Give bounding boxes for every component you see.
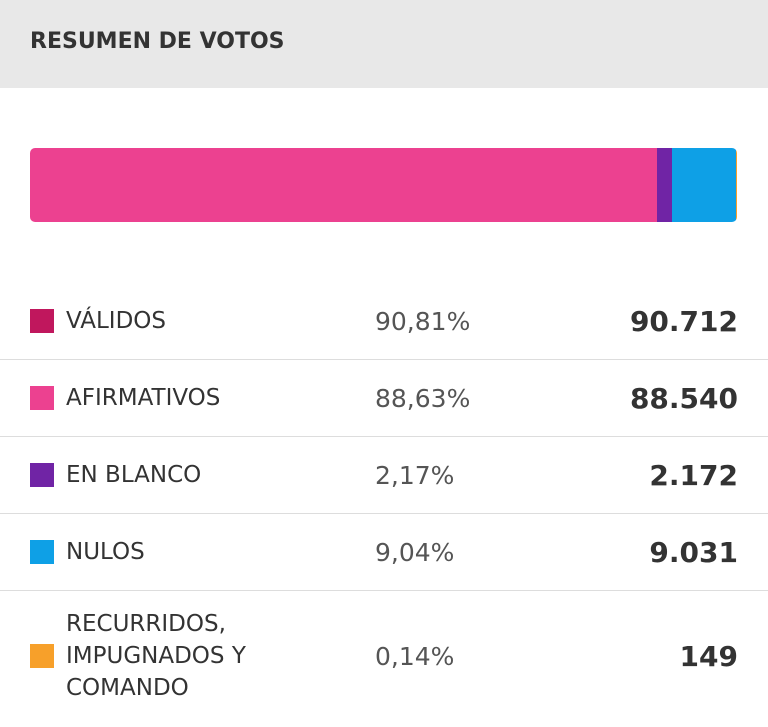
row-count: 2.172 — [649, 458, 738, 492]
legend-swatch — [30, 644, 54, 668]
summary-row: RECURRIDOS, IMPUGNADOS Y COMANDO 0,14% 149 — [0, 591, 768, 721]
row-label: EN BLANCO — [66, 462, 202, 488]
summary-row: EN BLANCO 2,17% 2.172 — [0, 437, 768, 514]
row-count: 88.540 — [629, 381, 738, 415]
row-percent: 9,04% — [375, 537, 455, 567]
bar-segment — [735, 148, 737, 222]
bar-segment — [672, 148, 736, 222]
legend-swatch — [30, 386, 54, 410]
stacked-bar — [30, 148, 737, 222]
row-percent: 0,14% — [375, 641, 455, 671]
summary-row: NULOS 9,04% 9.031 — [0, 514, 768, 591]
row-label: RECURRIDOS, IMPUGNADOS Y COMANDO — [66, 611, 246, 701]
legend-swatch — [30, 309, 54, 333]
legend-swatch — [30, 463, 54, 487]
summary-row: AFIRMATIVOS 88,63% 88.540 — [0, 360, 768, 437]
row-count: 9.031 — [649, 535, 738, 569]
bar-segment — [656, 148, 672, 222]
row-percent: 2,17% — [375, 460, 455, 490]
rows: VÁLIDOS 90,81% 90.712 AFIRMATIVOS 88,63% 88.5… — [0, 283, 768, 721]
row-count: 149 — [679, 639, 738, 673]
row-count: 90.712 — [629, 304, 738, 338]
title: RESUMEN DE VOTOS — [30, 28, 285, 54]
row-label: NULOS — [66, 539, 145, 565]
legend-swatch — [30, 540, 54, 564]
row-percent: 90,81% — [375, 306, 471, 336]
summary-row: VÁLIDOS 90,81% 90.712 — [0, 283, 768, 360]
bar-segment — [30, 148, 657, 222]
row-label: AFIRMATIVOS — [66, 385, 221, 411]
row-label: VÁLIDOS — [66, 308, 167, 334]
row-percent: 88,63% — [375, 383, 471, 413]
header: RESUMEN DE VOTOS — [0, 0, 768, 88]
